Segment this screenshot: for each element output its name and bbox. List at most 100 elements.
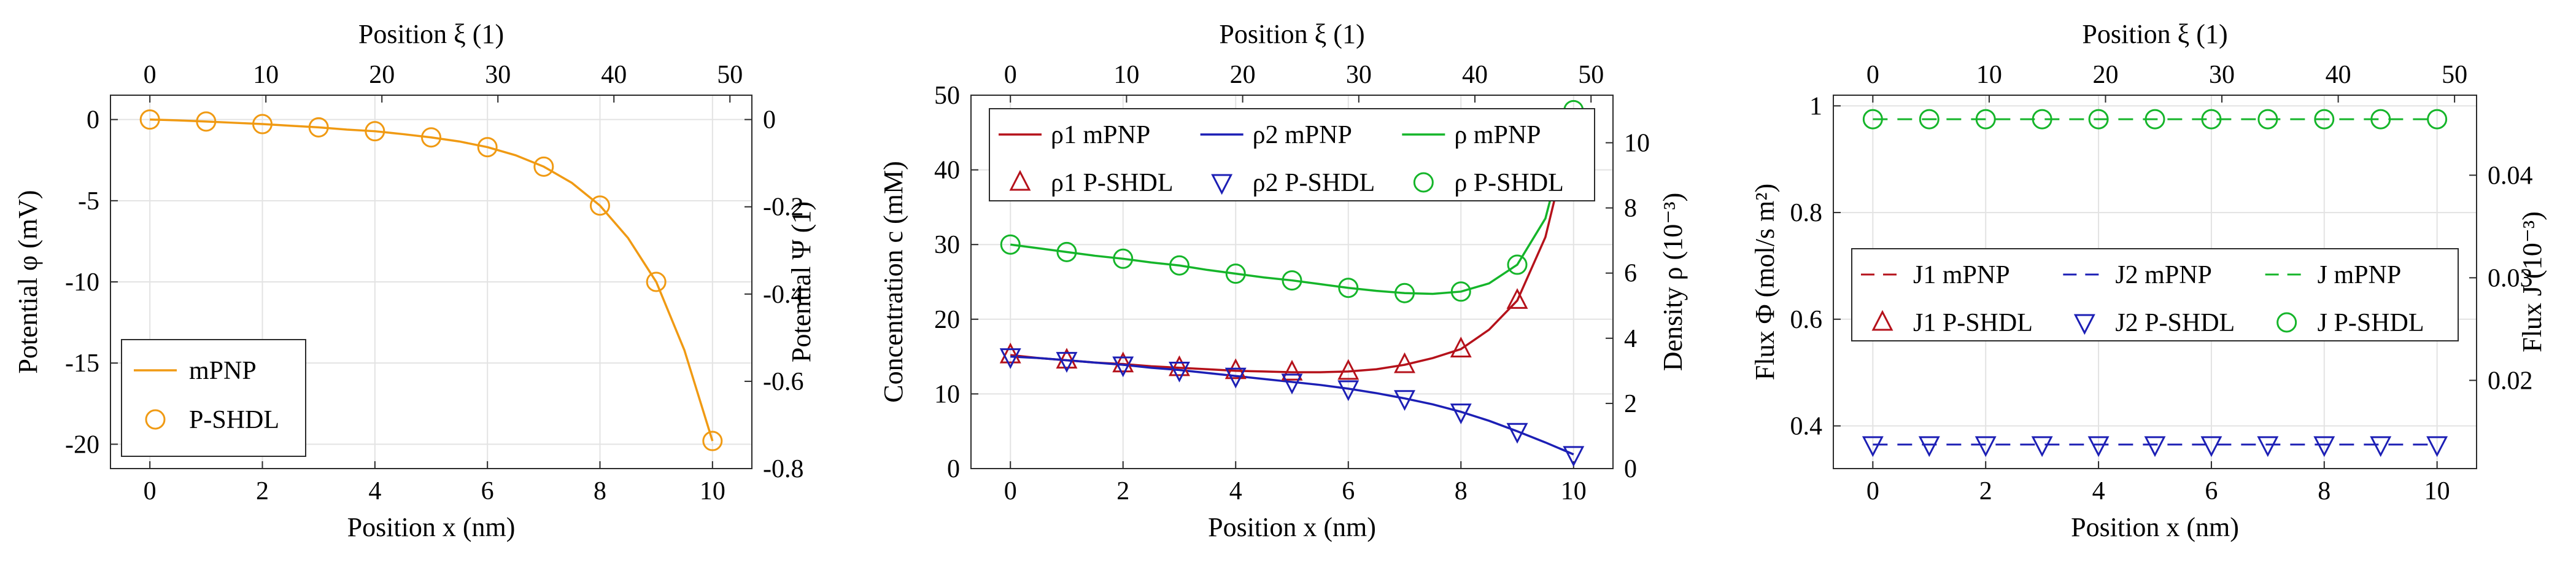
data-point bbox=[2201, 109, 2222, 130]
data-point bbox=[1394, 352, 1415, 373]
legend-box bbox=[121, 339, 306, 457]
top-x-tick-label: 50 bbox=[717, 61, 743, 89]
y-tick-label: -5 bbox=[78, 187, 99, 216]
data-point bbox=[646, 271, 667, 292]
x-axis-label: Position x (nm) bbox=[1208, 512, 1376, 542]
data-point bbox=[2257, 109, 2278, 130]
y-axis-label: Potential φ (mV) bbox=[13, 190, 43, 373]
data-point bbox=[2370, 109, 2391, 130]
x-tick-label: 10 bbox=[700, 477, 725, 505]
data-point bbox=[2427, 109, 2448, 130]
top-x-axis-label: Position ξ (1) bbox=[2082, 19, 2227, 49]
plot-area bbox=[139, 109, 723, 451]
data-point bbox=[1450, 403, 1472, 424]
y2-axis-label: Flux J (10⁻³) bbox=[2517, 211, 2547, 353]
data-point bbox=[999, 342, 1021, 364]
legend-swatch bbox=[145, 409, 166, 430]
y-tick-label: 40 bbox=[934, 157, 960, 185]
data-point bbox=[1000, 234, 1021, 255]
data-point bbox=[2145, 109, 2165, 130]
legend-swatch bbox=[1413, 172, 1434, 193]
top-x-tick-label: 0 bbox=[1866, 61, 1879, 89]
x-tick-label: 2 bbox=[256, 477, 269, 505]
y-tick-label: 0 bbox=[947, 455, 960, 483]
top-x-tick-label: 40 bbox=[1462, 61, 1488, 89]
x-tick-label: 8 bbox=[594, 477, 606, 505]
data-point bbox=[1282, 270, 1302, 291]
data-point bbox=[2032, 109, 2052, 130]
data-point bbox=[421, 127, 441, 148]
data-point bbox=[1506, 423, 1528, 444]
legend-swatch bbox=[1211, 174, 1233, 195]
legend-label: ρ P-SHDL bbox=[1454, 169, 1563, 197]
y2-axis-label: Density ρ (10⁻³) bbox=[1658, 193, 1688, 372]
y-tick-label: 0.8 bbox=[1790, 199, 1823, 227]
data-point bbox=[1450, 337, 1472, 357]
legend-swatch bbox=[1871, 310, 1893, 331]
top-x-tick-label: 30 bbox=[2209, 61, 2235, 89]
top-x-tick-label: 50 bbox=[2442, 61, 2467, 89]
x-tick-label: 8 bbox=[1455, 477, 1468, 505]
data-point bbox=[1563, 446, 1585, 467]
series-line-mpnp bbox=[150, 118, 714, 442]
series-line-ρ2-mpnp bbox=[1010, 355, 1574, 456]
x-tick-label: 6 bbox=[1342, 477, 1355, 505]
x-tick-label: 4 bbox=[2092, 477, 2105, 505]
legend-label: J2 P-SHDL bbox=[2115, 309, 2235, 337]
y2-tick-label: 6 bbox=[1624, 260, 1637, 288]
data-point bbox=[533, 156, 554, 177]
x-tick-label: 8 bbox=[2318, 477, 2330, 505]
y2-tick-label: -0.6 bbox=[763, 368, 804, 396]
top-x-tick-label: 50 bbox=[1578, 61, 1604, 89]
plot-area bbox=[999, 99, 1585, 467]
chart-panel-concentration: 0 2 4 6 8 10 0 10 20 30 40 50 0 10 20 30 40 50 0 2 4 6 8 10 Posi… bbox=[878, 19, 1688, 542]
top-x-tick-label: 10 bbox=[253, 61, 279, 89]
y-tick-label: 0.4 bbox=[1790, 413, 1823, 441]
data-point bbox=[2031, 436, 2053, 458]
legend-label: ρ2 P-SHDL bbox=[1253, 169, 1375, 197]
legend-swatch bbox=[2073, 314, 2095, 335]
y2-tick-label: 4 bbox=[1624, 325, 1637, 353]
data-point bbox=[2200, 436, 2222, 458]
y-tick-label: 30 bbox=[934, 231, 960, 259]
legend-label: J1 P-SHDL bbox=[1913, 309, 2033, 337]
data-point bbox=[590, 195, 610, 216]
x-tick-label: 4 bbox=[368, 477, 381, 505]
x-tick-label: 0 bbox=[1004, 477, 1017, 505]
top-x-tick-label: 40 bbox=[2326, 61, 2351, 89]
x-tick-label: 10 bbox=[1561, 477, 1587, 505]
y-tick-label: 10 bbox=[934, 380, 960, 408]
legend-swatch bbox=[1009, 170, 1031, 191]
y-tick-label: 0.6 bbox=[1790, 306, 1823, 334]
y-tick-label: -15 bbox=[65, 349, 99, 378]
y-tick-label: -20 bbox=[65, 431, 99, 459]
data-point bbox=[1112, 351, 1134, 373]
data-point bbox=[1337, 380, 1360, 402]
y-tick-label: 20 bbox=[934, 306, 960, 334]
data-point bbox=[1169, 355, 1190, 376]
y2-tick-label: 10 bbox=[1624, 129, 1650, 157]
top-x-tick-label: 20 bbox=[2092, 61, 2118, 89]
data-point bbox=[1281, 359, 1303, 381]
data-point bbox=[1113, 248, 1134, 269]
x-tick-label: 6 bbox=[481, 477, 494, 505]
chart-panel-flux: 0 2 4 6 8 10 0 10 20 30 40 50 0.4 0.6 0.8 1 0.02 0.03 0.04… bbox=[1750, 19, 2547, 542]
y2-tick-label: 0.03 bbox=[2488, 264, 2533, 292]
data-point bbox=[1169, 361, 1190, 383]
y-tick-label: -10 bbox=[65, 268, 99, 297]
x-tick-label: 6 bbox=[2205, 477, 2218, 505]
top-x-tick-label: 10 bbox=[1113, 61, 1139, 89]
top-x-tick-label: 10 bbox=[1976, 61, 2002, 89]
legend-label: J1 mPNP bbox=[1913, 261, 2010, 289]
legend-label: ρ1 P-SHDL bbox=[1051, 169, 1173, 197]
data-point bbox=[1862, 436, 1884, 458]
legend-label: mPNP bbox=[189, 357, 257, 385]
x-tick-label: 10 bbox=[2424, 477, 2450, 505]
data-point bbox=[2426, 436, 2448, 458]
y-axis-label: Concentration c (mM) bbox=[878, 161, 908, 402]
data-point bbox=[1056, 348, 1078, 369]
data-point bbox=[252, 114, 273, 134]
x-tick-label: 0 bbox=[1866, 477, 1879, 505]
legend-label: J P-SHDL bbox=[2318, 309, 2424, 337]
